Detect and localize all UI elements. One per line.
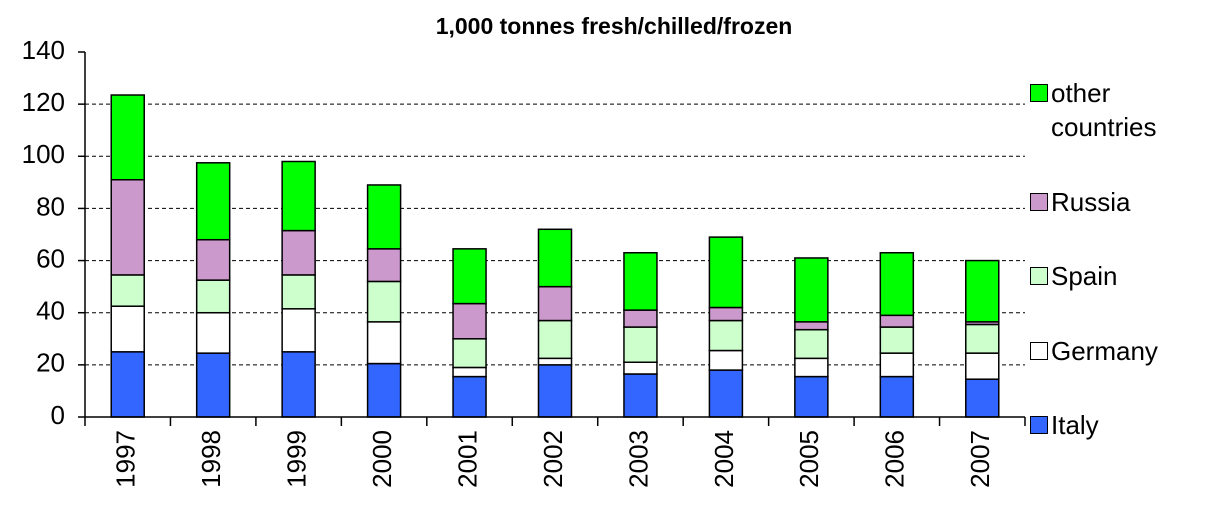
bar-segment: [366, 184, 402, 250]
bar-segment: [537, 364, 573, 418]
y-tick-label: 40: [36, 296, 65, 326]
bar-segment: [708, 319, 744, 352]
bar-segment: [195, 352, 231, 418]
x-tick-label: 2000: [367, 430, 397, 488]
bar-segment: [281, 308, 316, 353]
bar-segment: [452, 338, 487, 369]
bar-segment: [708, 306, 744, 322]
legend-item: Germany: [1030, 334, 1220, 368]
bar-segment: [965, 352, 1000, 380]
legend-swatch: [1030, 341, 1048, 360]
bar-segment: [452, 248, 487, 305]
y-tick-label: 140: [22, 35, 65, 65]
bar-segment: [623, 361, 658, 375]
bar-segment: [794, 257, 829, 323]
bar-segment: [366, 362, 402, 418]
y-tick-label: 20: [36, 348, 65, 378]
bar-segment: [708, 236, 744, 309]
bar-segment: [281, 160, 316, 232]
legend-label: other countries: [1051, 78, 1157, 142]
bar-segment: [623, 373, 658, 418]
bar-segment: [110, 351, 145, 418]
x-tick-label: 2005: [794, 430, 824, 488]
x-tick-label: 2006: [880, 430, 910, 488]
x-tick-label: 2007: [965, 430, 995, 488]
x-tick-label: 1999: [282, 430, 312, 488]
x-tick-label: 1998: [196, 430, 226, 488]
bar-segment: [794, 357, 829, 378]
bar-segment: [794, 375, 829, 418]
bar-segment: [452, 302, 487, 340]
bar-segment: [879, 314, 915, 328]
bar-segment: [537, 319, 573, 360]
legend-item: other countries: [1030, 76, 1220, 144]
bar-segment: [195, 162, 231, 241]
bar-segment: [879, 252, 915, 317]
y-tick-label: 100: [22, 139, 65, 169]
bar-segment: [366, 248, 402, 283]
bar-segment: [366, 321, 402, 365]
bar-segment: [623, 252, 658, 311]
legend-swatch: [1030, 84, 1048, 102]
bar-segment: [195, 238, 231, 281]
legend-item: Italy: [1030, 408, 1220, 442]
bar-segment: [879, 352, 915, 378]
x-tick-label: 1997: [111, 430, 141, 488]
bar-segment: [281, 229, 316, 276]
bar-segment: [879, 326, 915, 354]
bar-segment: [110, 274, 145, 307]
legend-label: Italy: [1051, 410, 1099, 440]
bar-segment: [281, 351, 316, 418]
bar-segment: [281, 274, 316, 310]
bar-segment: [623, 326, 658, 363]
bar-segment: [195, 311, 231, 354]
legend-swatch: [1030, 267, 1048, 285]
bar-segment: [537, 228, 573, 288]
chart-title: 1,000 tonnes fresh/chilled/frozen: [436, 13, 793, 39]
bar-segment: [452, 366, 487, 378]
bar-segment: [623, 309, 658, 328]
x-tick-label: 2002: [538, 430, 568, 488]
legend-label: Russia: [1051, 186, 1131, 217]
bar-segment: [708, 349, 744, 371]
bar-segment: [195, 279, 231, 314]
bar-segment: [879, 375, 915, 418]
bar-segment: [366, 280, 402, 323]
legend-item: Spain: [1030, 259, 1220, 293]
legend-label: Germany: [1051, 335, 1158, 366]
bar-segment: [537, 285, 573, 322]
bar-segment: [708, 369, 744, 418]
y-tick-label: 60: [36, 243, 65, 273]
legend-swatch: [1030, 416, 1048, 434]
bar-segment: [110, 94, 145, 181]
legend-item: Russia: [1030, 185, 1220, 219]
bar-segment: [965, 259, 1000, 323]
x-tick-label: 2001: [452, 430, 482, 488]
legend-swatch: [1030, 192, 1048, 211]
bar-segment: [110, 305, 145, 353]
legend-label: Spain: [1051, 261, 1118, 291]
bar-segment: [794, 328, 829, 360]
bar-segment: [794, 321, 829, 331]
bar-segment: [965, 378, 1000, 418]
x-tick-label: 2003: [623, 430, 653, 488]
legend: other countries Russia Spain Germany Italy: [1030, 76, 1220, 442]
bar-segment: [965, 323, 1000, 354]
x-tick-label: 2004: [709, 430, 739, 488]
bar-segment: [110, 179, 145, 276]
y-tick-label: 0: [51, 400, 65, 430]
y-tick-label: 80: [36, 191, 65, 221]
y-tick-label: 120: [22, 87, 65, 117]
bar-segment: [452, 375, 487, 418]
bar-segment: [537, 357, 573, 366]
